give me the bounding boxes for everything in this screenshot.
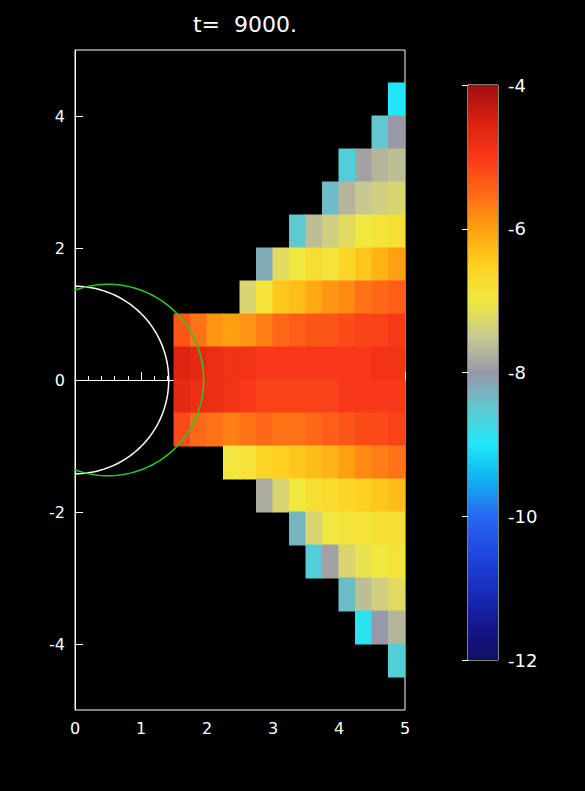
svg-text:-6: -6 [508,218,526,239]
svg-text:t= 9000.: t= 9000. [193,12,297,37]
svg-text:-10: -10 [508,506,537,527]
svg-text:4: 4 [334,719,344,738]
svg-text:-8: -8 [508,362,526,383]
svg-text:-4: -4 [49,635,65,654]
svg-text:2: 2 [55,239,65,258]
svg-text:5: 5 [400,719,410,738]
svg-text:3: 3 [268,719,278,738]
svg-text:-4: -4 [508,75,526,96]
svg-text:-2: -2 [49,503,65,522]
svg-text:0: 0 [70,719,80,738]
svg-text:2: 2 [202,719,212,738]
svg-text:1: 1 [136,719,146,738]
svg-text:0: 0 [55,371,65,390]
svg-text:4: 4 [55,107,65,126]
svg-text:-12: -12 [508,650,537,671]
